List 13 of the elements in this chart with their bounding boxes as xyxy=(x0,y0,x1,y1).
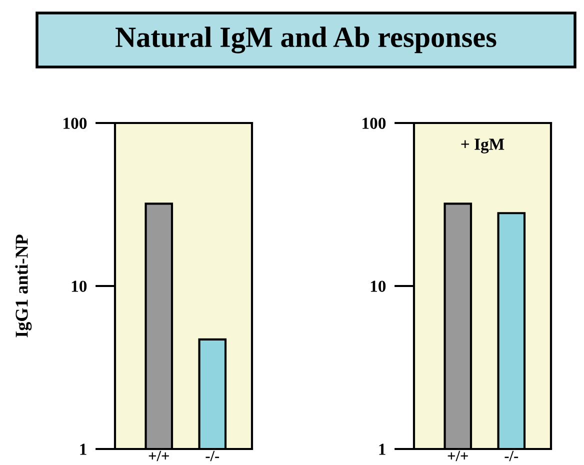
x-tick-label: -/- xyxy=(206,450,220,462)
x-tick-label: +/+ xyxy=(448,450,468,462)
y-axis-title: IgG1 anti-NP xyxy=(15,234,32,338)
x-tick-label: -/- xyxy=(504,450,518,462)
x-tick-label: +/+ xyxy=(148,450,169,462)
y-tick-label: 10 xyxy=(72,280,87,292)
y-tick-label: 100 xyxy=(64,118,87,129)
y-tick-label: 10 xyxy=(370,280,386,292)
chart-title: Natural IgM and Ab responses xyxy=(116,26,496,54)
annotation: + IgM xyxy=(461,138,504,154)
y-tick-label: 1 xyxy=(379,444,386,455)
y-tick-label: 100 xyxy=(362,118,386,129)
y-tick-label: 1 xyxy=(80,444,86,455)
